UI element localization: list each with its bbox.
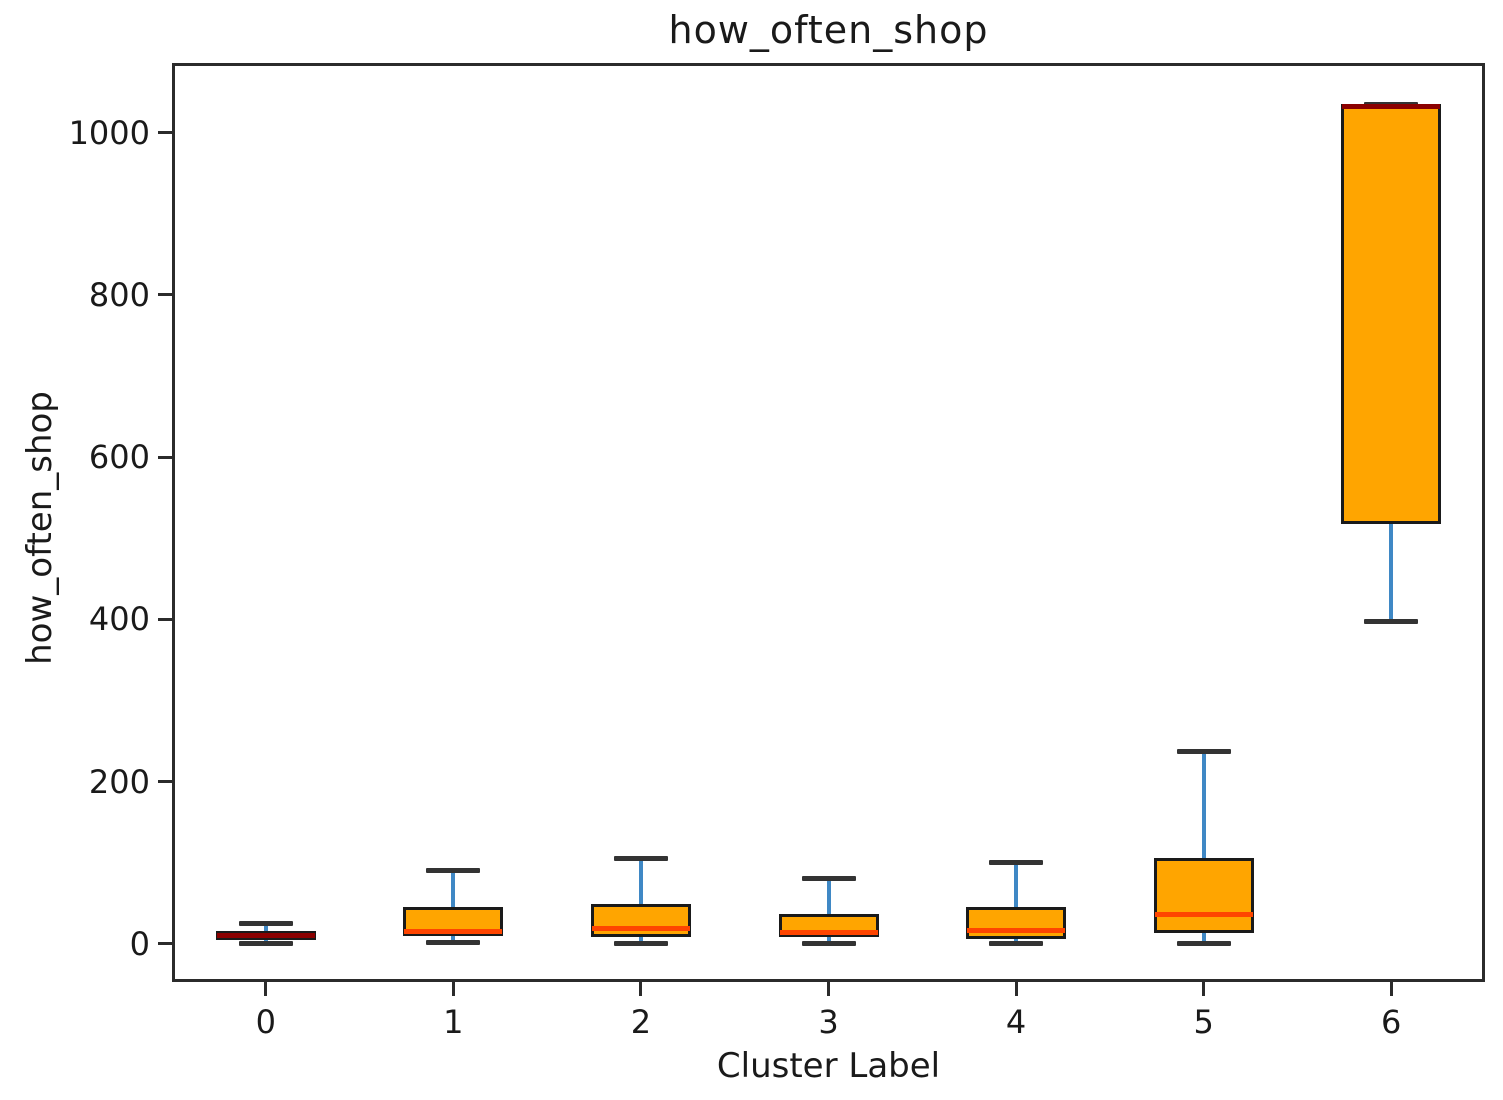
- x-axis-label: Cluster Label: [716, 1046, 941, 1086]
- y-tick-label: 800: [88, 275, 150, 314]
- median-cluster-4: [967, 927, 1066, 933]
- box-cluster-2: [590, 904, 691, 937]
- cap-lower-cluster-2: [613, 941, 668, 947]
- whisker-upper-cluster-4: [1014, 862, 1019, 908]
- median-cluster-6: [1342, 104, 1441, 110]
- y-tick-mark: [158, 293, 172, 297]
- cap-upper-cluster-4: [989, 860, 1044, 866]
- cap-lower-cluster-1: [426, 939, 481, 945]
- whisker-lower-cluster-3: [826, 937, 831, 944]
- whisker-upper-cluster-5: [1201, 751, 1206, 858]
- x-tick-mark: [639, 982, 643, 996]
- median-cluster-3: [779, 930, 878, 936]
- cap-upper-cluster-0: [238, 921, 293, 927]
- whisker-upper-cluster-3: [826, 878, 831, 914]
- cap-upper-cluster-2: [613, 856, 668, 862]
- whisker-upper-cluster-0: [263, 923, 268, 931]
- whisker-lower-cluster-5: [1201, 932, 1206, 944]
- x-tick-label: 2: [630, 1003, 652, 1041]
- y-tick-mark: [158, 942, 172, 946]
- box-cluster-5: [1153, 857, 1254, 933]
- whisker-upper-cluster-1: [451, 870, 456, 908]
- x-tick-mark: [1014, 982, 1018, 996]
- x-tick-label: 0: [255, 1003, 276, 1041]
- x-tick-mark: [1389, 982, 1393, 996]
- y-tick-mark: [158, 455, 172, 459]
- cap-lower-cluster-4: [989, 940, 1044, 946]
- y-tick-label: 400: [88, 600, 150, 639]
- x-tick-label: 3: [818, 1003, 839, 1041]
- x-tick-label: 4: [1005, 1003, 1027, 1041]
- y-tick-label: 200: [88, 762, 150, 801]
- cap-upper-cluster-5: [1176, 749, 1231, 755]
- whisker-lower-cluster-1: [451, 935, 456, 943]
- median-cluster-5: [1154, 912, 1253, 918]
- median-cluster-0: [216, 933, 315, 939]
- whisker-lower-cluster-2: [638, 936, 643, 944]
- cap-upper-cluster-3: [801, 876, 856, 882]
- y-tick-label: 1000: [68, 113, 150, 152]
- x-tick-label: 6: [1381, 1003, 1402, 1041]
- cap-lower-cluster-6: [1364, 618, 1419, 624]
- x-tick-mark: [1202, 982, 1206, 996]
- x-tick-label: 5: [1193, 1003, 1214, 1041]
- x-tick-mark: [827, 982, 830, 996]
- y-tick-mark: [158, 617, 172, 621]
- median-cluster-2: [591, 925, 690, 931]
- box-cluster-6: [1341, 104, 1442, 524]
- cap-lower-cluster-5: [1176, 940, 1231, 946]
- x-tick-mark: [451, 982, 455, 996]
- x-tick-mark: [264, 982, 268, 996]
- y-tick-label: 600: [88, 438, 150, 477]
- y-tick-mark: [158, 780, 172, 784]
- chart-title: how_often_shop: [668, 8, 989, 52]
- cap-lower-cluster-3: [801, 941, 856, 947]
- y-tick-mark: [158, 131, 172, 135]
- median-cluster-1: [404, 929, 503, 935]
- y-axis-label: how_often_shop: [20, 391, 60, 665]
- plot-area: [172, 63, 1485, 982]
- whisker-upper-cluster-2: [638, 858, 643, 905]
- cap-lower-cluster-0: [238, 941, 293, 947]
- y-tick-label: 0: [129, 924, 150, 963]
- whisker-lower-cluster-6: [1389, 523, 1394, 622]
- x-tick-label: 1: [443, 1003, 464, 1041]
- cap-upper-cluster-1: [426, 868, 481, 874]
- box-cluster-4: [966, 907, 1067, 939]
